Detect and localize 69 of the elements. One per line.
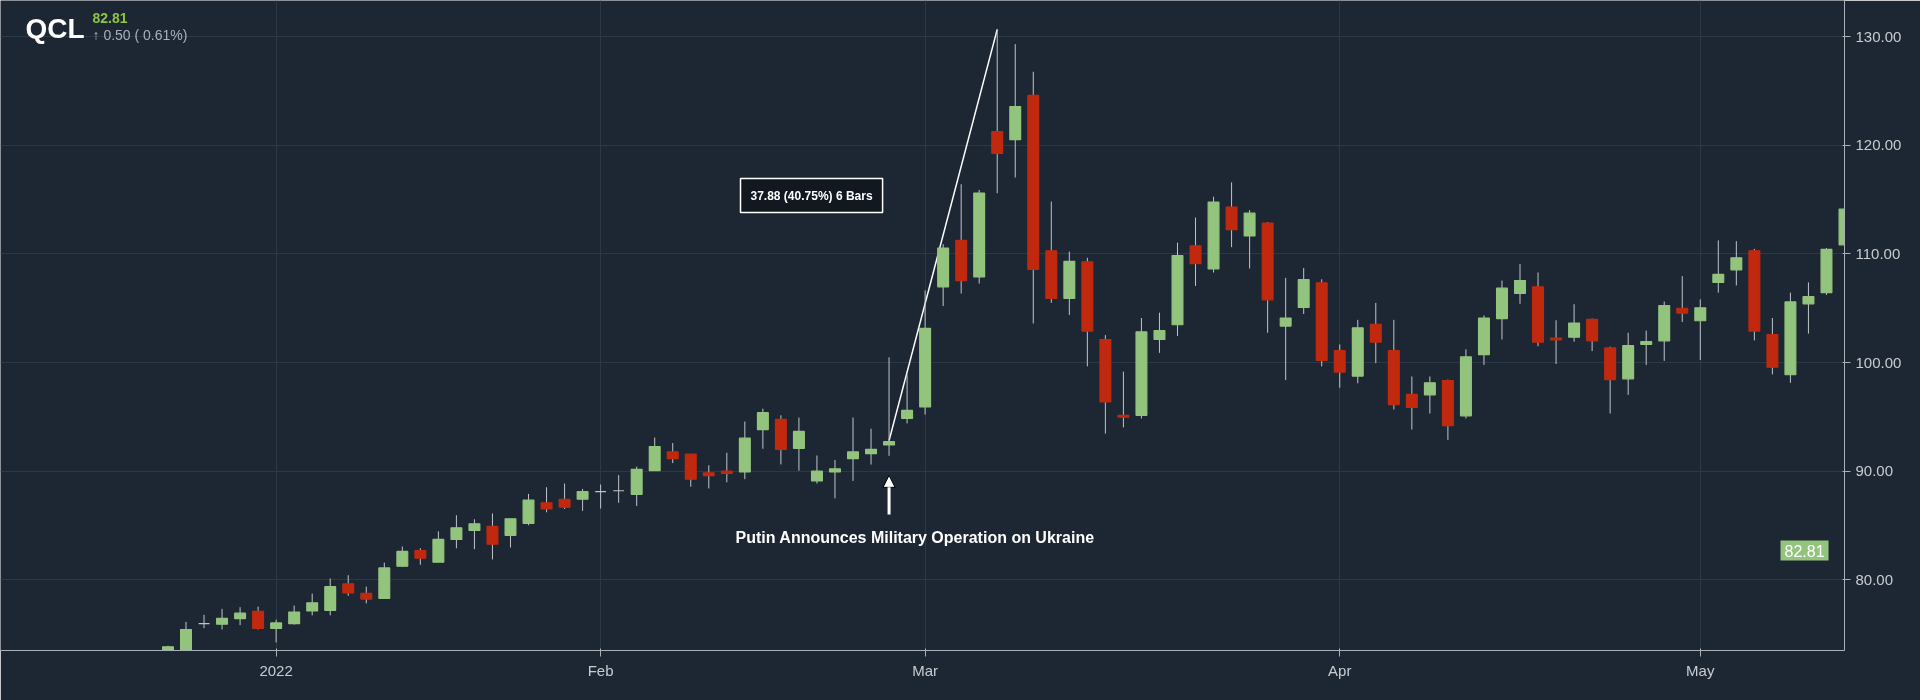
candlestick <box>720 452 733 483</box>
y-tick-label: 100.00 <box>1855 353 1902 371</box>
candlestick <box>1568 303 1581 343</box>
candlestick <box>991 28 1004 194</box>
candlestick <box>522 493 535 526</box>
y-tick-label: 90.00 <box>1855 462 1894 480</box>
candlestick <box>1694 298 1707 361</box>
candlestick <box>1514 263 1527 305</box>
annotation: Putin Announces Military Operation on Ukraine <box>735 528 1095 546</box>
candlestick <box>288 605 301 626</box>
candlestick <box>666 442 679 464</box>
y-tick-label: 130.00 <box>1855 27 1902 45</box>
candlestick <box>810 455 823 485</box>
candlestick <box>1243 209 1256 270</box>
candlestick <box>883 356 896 457</box>
y-tick-label: 110.00 <box>1855 244 1901 262</box>
candlestick <box>1550 319 1563 365</box>
candlestick <box>450 514 463 549</box>
candlestick <box>1730 240 1743 286</box>
candlestick <box>1802 281 1815 335</box>
candlestick <box>342 574 355 597</box>
candlestick <box>828 459 841 499</box>
candlestick <box>306 593 319 616</box>
candlestick <box>1225 181 1238 248</box>
chart-title: QCL <box>25 12 85 44</box>
candlestick <box>504 518 517 549</box>
candlestick <box>1676 275 1689 323</box>
y-tick-label: 80.00 <box>1855 570 1894 588</box>
candlestick <box>558 483 571 510</box>
candlestick <box>702 464 715 489</box>
candlestick <box>847 417 860 482</box>
candlestick <box>792 417 805 472</box>
candlestick <box>1153 312 1166 354</box>
candlestick <box>1586 318 1599 352</box>
candlestick <box>1117 371 1130 428</box>
candlestick <box>1712 239 1725 294</box>
candlestick <box>1189 217 1202 287</box>
candlestick <box>179 621 193 651</box>
x-tick-label: Feb <box>587 661 614 679</box>
candlestick <box>1279 277 1292 381</box>
candlestick <box>468 518 481 550</box>
candlestick <box>198 614 211 629</box>
candlestick <box>1423 376 1436 415</box>
candlestick <box>612 474 625 504</box>
candlestick <box>270 619 283 643</box>
candlestick <box>234 606 247 626</box>
annotation: ↑ 0.50 ( 0.61%) <box>92 26 188 43</box>
x-tick-label: May <box>1686 661 1715 679</box>
candlestick <box>1333 343 1346 389</box>
x-tick-label: Apr <box>1328 661 1352 679</box>
x-tick-label: 2022 <box>259 661 293 679</box>
x-tick-label: Mar <box>912 661 939 679</box>
text: 82.81 <box>1784 542 1825 560</box>
candlestick <box>216 608 229 630</box>
candlestick <box>1640 330 1653 366</box>
annotation: 37.88 (40.75%) 6 Bars <box>750 188 873 203</box>
candlestick <box>594 483 607 510</box>
candlestick <box>432 530 445 563</box>
candlestick <box>756 408 769 450</box>
candlestick <box>486 512 499 560</box>
candlestick <box>865 428 878 466</box>
y-tick-label: 120.00 <box>1855 136 1902 154</box>
text: 82.81 <box>92 9 128 26</box>
candlestick <box>901 373 914 424</box>
candlestick <box>1405 376 1418 431</box>
candlestick <box>540 486 553 513</box>
candlestick <box>576 488 589 512</box>
candlestick <box>1369 302 1382 364</box>
candlestick <box>324 577 337 616</box>
